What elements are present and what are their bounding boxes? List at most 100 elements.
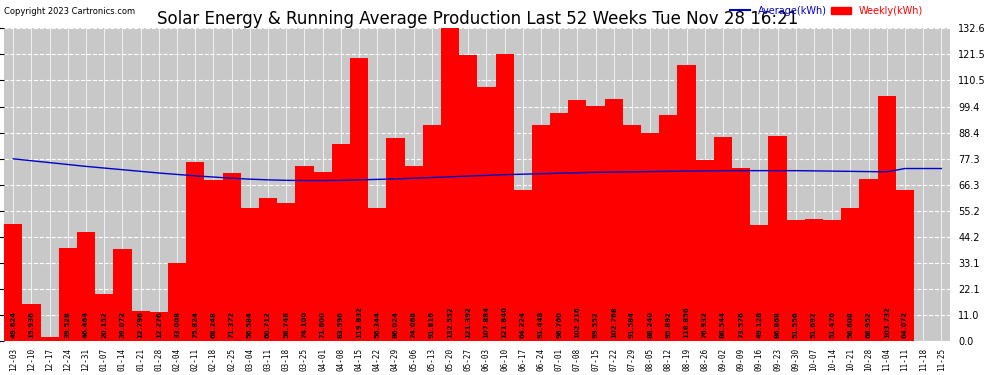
Text: 91.448: 91.448	[538, 310, 544, 338]
Bar	[23, 304, 41, 342]
Text: 71.600: 71.600	[320, 311, 326, 338]
Text: 12.276: 12.276	[155, 311, 161, 338]
Text: 103.732: 103.732	[884, 306, 890, 338]
Bar	[314, 172, 332, 342]
Bar	[714, 137, 732, 342]
Text: Copyright 2023 Cartronics.com: Copyright 2023 Cartronics.com	[4, 7, 136, 16]
Bar	[732, 168, 750, 342]
Text: 68.952: 68.952	[865, 311, 871, 338]
Text: 132.552: 132.552	[447, 306, 453, 338]
Bar	[95, 294, 113, 342]
Text: 86.868: 86.868	[774, 311, 780, 338]
Text: 83.596: 83.596	[338, 311, 344, 338]
Bar	[441, 28, 459, 342]
Text: 49.128: 49.128	[756, 311, 762, 338]
Text: 76.932: 76.932	[702, 311, 708, 338]
Text: 102.768: 102.768	[611, 306, 617, 338]
Bar	[496, 54, 514, 342]
Text: 75.824: 75.824	[192, 311, 198, 338]
Bar	[223, 173, 241, 342]
Bar	[477, 87, 496, 342]
Bar	[514, 190, 532, 342]
Text: 96.760: 96.760	[556, 311, 562, 338]
Bar	[405, 166, 423, 342]
Text: 46.464: 46.464	[83, 310, 89, 338]
Legend: Average(kWh), Weekly(kWh): Average(kWh), Weekly(kWh)	[727, 2, 927, 20]
Bar	[241, 208, 259, 342]
Text: 68.248: 68.248	[211, 311, 217, 338]
Bar	[459, 55, 477, 342]
Bar	[113, 249, 132, 342]
Bar	[295, 166, 314, 342]
Text: 71.372: 71.372	[229, 311, 235, 338]
Text: 51.692: 51.692	[811, 311, 817, 338]
Text: 74.068: 74.068	[411, 311, 417, 338]
Text: 74.100: 74.100	[301, 310, 308, 338]
Bar	[823, 220, 842, 342]
Text: 88.240: 88.240	[647, 311, 653, 338]
Text: 56.344: 56.344	[374, 311, 380, 338]
Text: 95.892: 95.892	[665, 311, 671, 338]
Bar	[149, 312, 168, 342]
Bar	[805, 219, 823, 342]
Text: 91.816: 91.816	[429, 311, 435, 338]
Bar	[532, 125, 550, 342]
Bar	[787, 220, 805, 342]
Text: 51.476: 51.476	[830, 311, 836, 338]
Text: 56.608: 56.608	[847, 311, 853, 338]
Bar	[623, 125, 642, 342]
Bar	[568, 100, 586, 342]
Bar	[368, 209, 386, 342]
Text: 12.796: 12.796	[138, 311, 144, 338]
Text: 58.748: 58.748	[283, 311, 289, 338]
Bar	[768, 136, 787, 342]
Bar	[386, 138, 405, 342]
Bar	[659, 115, 677, 342]
Text: 64.224: 64.224	[520, 311, 526, 338]
Text: 64.072: 64.072	[902, 311, 908, 338]
Bar	[58, 248, 77, 342]
Text: 73.576: 73.576	[739, 311, 744, 338]
Text: 20.152: 20.152	[101, 311, 107, 338]
Bar	[259, 198, 277, 342]
Text: 86.544: 86.544	[720, 311, 726, 338]
Bar	[332, 144, 349, 342]
Text: 99.552: 99.552	[593, 311, 599, 338]
Bar	[586, 106, 605, 342]
Bar	[878, 96, 896, 342]
Text: 39.528: 39.528	[65, 311, 71, 338]
Text: 33.008: 33.008	[174, 311, 180, 338]
Text: 60.712: 60.712	[265, 311, 271, 338]
Bar	[605, 99, 623, 342]
Bar	[696, 160, 714, 342]
Bar	[186, 162, 204, 342]
Bar	[642, 133, 659, 342]
Bar	[132, 311, 149, 342]
Bar	[168, 264, 186, 342]
Text: 119.832: 119.832	[356, 306, 362, 338]
Text: 107.884: 107.884	[483, 306, 489, 338]
Bar	[677, 65, 696, 342]
Text: 86.024: 86.024	[392, 311, 398, 338]
Bar	[277, 202, 295, 342]
Bar	[41, 337, 58, 342]
Bar	[842, 208, 859, 342]
Text: 116.856: 116.856	[683, 306, 690, 338]
Text: 121.840: 121.840	[502, 306, 508, 338]
Text: 49.624: 49.624	[10, 311, 16, 338]
Bar	[423, 124, 441, 342]
Bar	[349, 58, 368, 342]
Text: 56.584: 56.584	[247, 311, 252, 338]
Bar	[204, 180, 223, 342]
Bar	[750, 225, 768, 342]
Bar	[77, 232, 95, 342]
Bar	[859, 178, 878, 342]
Bar	[896, 190, 914, 342]
Bar	[550, 113, 568, 342]
Text: 121.392: 121.392	[465, 306, 471, 338]
Bar	[4, 224, 23, 342]
Text: 15.936: 15.936	[29, 311, 35, 338]
Text: 102.216: 102.216	[574, 306, 580, 338]
Text: 51.556: 51.556	[793, 311, 799, 338]
Text: 91.584: 91.584	[629, 311, 635, 338]
